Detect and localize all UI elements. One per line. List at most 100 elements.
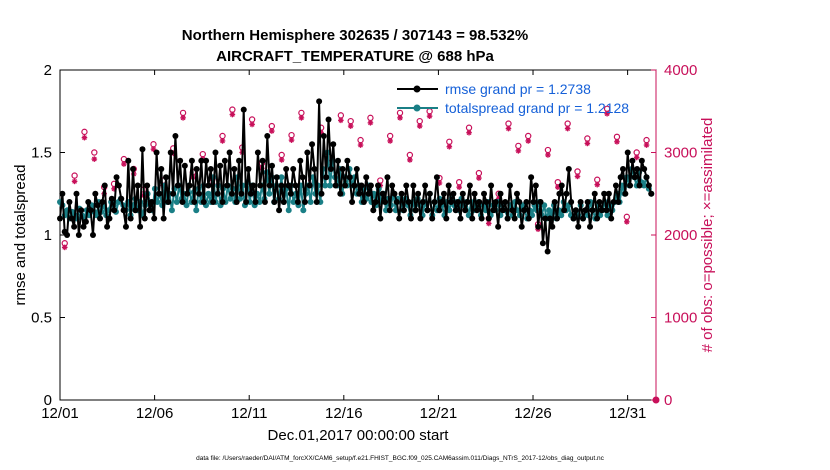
rmse-point [598, 207, 605, 214]
rmse-point [636, 182, 643, 189]
obs-assimilated-marker [298, 115, 305, 121]
rmse-point [217, 162, 224, 169]
rmse-point [236, 157, 243, 164]
rmse-point [419, 199, 426, 205]
rmse-point [325, 116, 332, 123]
rmse-point [89, 232, 96, 238]
rmse-point [638, 157, 645, 164]
rmse-point [238, 190, 245, 197]
rmse-point [106, 215, 113, 222]
rmse-point [195, 190, 202, 197]
rmse-point [488, 182, 495, 189]
totalspread-point [173, 199, 180, 205]
rmse-point [577, 199, 584, 205]
rmse-point [73, 190, 80, 197]
rmse-point [431, 199, 438, 205]
rmse-point [228, 190, 235, 197]
rmse-point [615, 199, 622, 205]
rmse-point [462, 207, 469, 214]
rmse-point [71, 223, 78, 230]
legend-rmse-marker [413, 85, 421, 93]
rmse-point [290, 166, 297, 172]
rmse-point [459, 190, 466, 197]
x-tick-label: 12/01 [41, 405, 79, 422]
rmse-point [339, 166, 346, 172]
asterisk-stroke [644, 142, 649, 148]
y2-axis-label: # of obs: o=possible; ×=assimilated [699, 118, 716, 353]
rmse-point [172, 133, 179, 139]
asterisk-stroke [82, 135, 87, 141]
rmse-point [544, 248, 551, 255]
rmse-point [591, 190, 598, 197]
obs-assimilated-marker [426, 113, 433, 119]
rmse-point [483, 199, 490, 205]
rmse-point [247, 190, 254, 197]
asterisk-stroke [624, 219, 630, 225]
rmse-point [509, 207, 516, 214]
obs-assimilated-marker [604, 110, 610, 117]
asterisk-stroke [397, 115, 403, 121]
rmse-point [261, 199, 268, 205]
rmse-point [405, 199, 412, 205]
rmse-point [66, 199, 73, 205]
rmse-point [342, 182, 349, 189]
rmse-point [594, 215, 601, 222]
rmse-point [563, 190, 570, 197]
rmse-point [377, 215, 384, 222]
rmse-point [318, 190, 325, 197]
rmse-point [158, 166, 165, 172]
rmse-point [610, 199, 617, 205]
obs-assimilated-marker [347, 123, 354, 129]
totalspread-point [322, 182, 329, 189]
rmse-point [104, 223, 111, 230]
obs-assimilated-marker [229, 111, 236, 118]
rmse-point [115, 182, 122, 189]
rmse-point [245, 166, 252, 172]
rmse-line [59, 100, 653, 253]
y2-tick-label: 3000 [664, 145, 697, 162]
rmse-point [521, 207, 528, 214]
rmse-point [57, 215, 63, 222]
rmse-point [257, 182, 264, 189]
obs-assimilated-marker [397, 115, 403, 121]
rmse-point [134, 182, 141, 189]
rmse-point [292, 182, 299, 189]
rmse-point [443, 215, 450, 222]
obs-assimilated-marker [288, 137, 295, 143]
rmse-point [186, 182, 193, 189]
rmse-point [334, 157, 341, 164]
rmse-point [537, 199, 544, 205]
totalspread-point [278, 174, 285, 181]
obs-assimilated-marker [446, 143, 453, 150]
data-file-footnote: data file: /Users/raeder/DAI/ATM_forcXX/… [196, 455, 605, 462]
rmse-point [320, 133, 327, 139]
rmse-point [631, 174, 638, 181]
obs-assimilated-marker [91, 156, 98, 162]
rmse-point [122, 223, 129, 230]
rmse-point [188, 157, 195, 164]
obs-assimilated-marker [564, 125, 571, 132]
asterisk-stroke [407, 157, 413, 163]
x-tick-label: 12/31 [609, 405, 647, 422]
rmse-point [360, 199, 367, 205]
rmse-point [627, 182, 634, 189]
x-tick-label: 12/26 [514, 405, 552, 422]
rmse-point [603, 207, 610, 214]
rmse-point [575, 223, 582, 230]
rmse-point [438, 199, 445, 205]
rmse-point [299, 174, 306, 181]
asterisk-stroke [151, 146, 156, 152]
rmse-point [497, 190, 504, 197]
rmse-point [643, 174, 650, 181]
rmse-point [478, 215, 485, 222]
asterisk-stroke [62, 244, 68, 250]
asterisk-stroke [298, 115, 304, 121]
obs-assimilated-marker [278, 157, 285, 163]
rmse-point [283, 166, 290, 172]
chart-title: Northern Hemisphere 302635 / 307143 = 98… [182, 27, 528, 44]
rmse-point [344, 157, 351, 164]
rmse-point [276, 207, 283, 214]
rmse-point [440, 190, 447, 197]
rmse-point [144, 182, 151, 189]
rmse-point [645, 182, 652, 189]
